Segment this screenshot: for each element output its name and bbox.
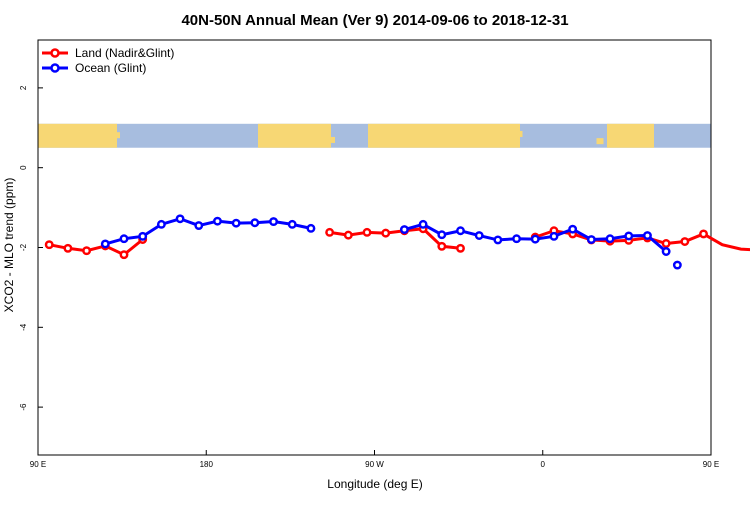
data-point [156,219,166,229]
data-point [456,243,465,253]
data-point [493,235,503,245]
x-tick-label: 0 [541,460,546,469]
data-point [672,260,682,270]
data-point [474,231,484,240]
data-point [699,229,708,239]
legend: Land (Nadir&Glint)Ocean (Glint) [42,46,174,75]
y-tick-label: -2 [19,243,28,251]
map-coast-2 [517,130,523,137]
plot-frame [37,39,712,456]
data-point [250,218,260,228]
legend-marker [50,63,60,73]
x-axis-label: Longitude (deg E) [327,477,422,491]
map-coast-1 [327,136,335,143]
data-point [586,235,596,244]
data-point [175,214,185,224]
data-point [399,225,409,234]
data-point [456,226,465,236]
y-tick-label: 2 [19,85,28,90]
data-point [325,227,335,237]
x-tick-label: 180 [200,460,214,469]
data-point [512,234,522,244]
data-point [661,239,671,248]
data-point [119,250,129,260]
data-point [287,219,297,229]
y-tick-label: 0 [19,165,28,170]
series-layer [44,214,750,270]
data-point [343,230,353,240]
data-point [549,231,559,241]
legend-label: Land (Nadir&Glint) [75,46,174,60]
data-point [437,241,447,251]
axes: 90 E 180 90 W 0 90 E 2 0 -2 -4 -6 [19,39,719,469]
series-line [534,229,750,252]
chart-title: 40N-50N Annual Mean (Ver 9) 2014-09-06 t… [181,12,568,29]
y-tick-label: -6 [19,403,28,411]
map-land-1 [258,123,331,148]
data-point [63,243,73,253]
data-point [269,217,278,227]
data-point [530,234,540,244]
data-point [437,230,447,240]
data-point [100,239,110,249]
data-point [213,216,222,226]
data-point [44,240,54,250]
legend-label: Ocean (Glint) [75,61,146,75]
series-line [104,217,312,246]
map-land-3 [607,123,654,148]
series-1 [100,214,682,270]
y-axis-label: XCO2 - MLO trend (ppm) [2,178,16,313]
data-point [605,234,615,244]
data-point [642,231,652,240]
data-point [568,224,578,234]
data-point [194,221,204,231]
data-point [119,234,129,244]
map-coast-3 [596,138,604,145]
data-point [381,228,391,238]
data-point [82,246,92,256]
x-tick-label: 90 W [365,460,384,469]
data-point [624,231,634,241]
data-point [138,231,148,241]
x-tick-label: 90 E [30,460,46,469]
data-point [306,223,316,233]
y-tick-label: -4 [19,323,28,331]
legend-marker [50,48,60,58]
map-land-0 [38,123,117,148]
data-point [661,247,671,256]
data-point [418,219,428,229]
data-point [680,237,690,246]
x-tick-label: 90 E [703,460,719,469]
map-land-2 [368,123,520,148]
series-line [48,238,144,257]
data-point [231,218,241,228]
world-map-strip [38,123,711,148]
map-coast-0 [114,132,120,139]
data-point [362,227,372,237]
